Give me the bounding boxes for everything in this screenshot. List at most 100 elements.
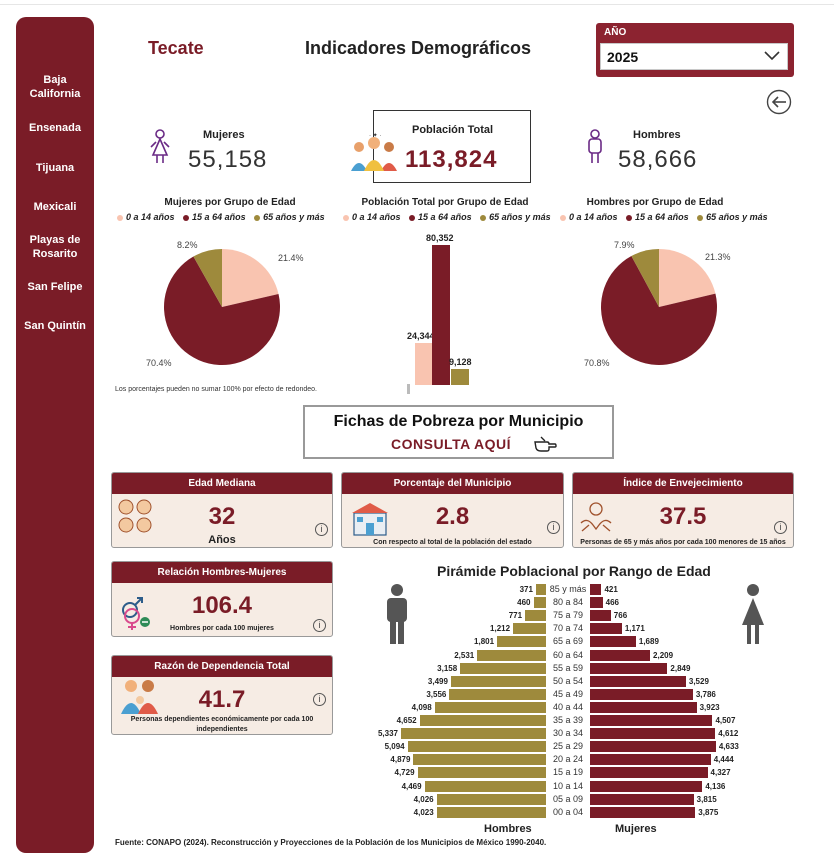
- fichas-cta: CONSULTA AQUÍ: [391, 436, 512, 452]
- pyramid-value-men: 4,023: [413, 807, 434, 817]
- info-icon[interactable]: i: [313, 693, 326, 706]
- pyramid-value-women: 3,815: [696, 794, 717, 804]
- sidebar-item-playas-de-rosarito[interactable]: Playas de Rosarito: [16, 233, 94, 261]
- pyramid-bar-men: [449, 688, 546, 700]
- back-arrow-icon[interactable]: [766, 89, 792, 115]
- pyramid-value-men: 5,337: [377, 729, 398, 739]
- pyramid-value-women: 4,633: [718, 742, 739, 752]
- pyramid-value-women: 3,923: [699, 702, 720, 712]
- sidebar-item-label: Ensenada: [29, 122, 81, 134]
- year-filter-label: AÑO: [604, 27, 627, 38]
- legend-item: 0 a 14 años: [352, 212, 401, 222]
- fichas-title: Fichas de Pobreza por Municipio: [333, 413, 584, 430]
- men-pct-15-64: 70.8%: [584, 358, 610, 368]
- sidebar-item-san-felipe[interactable]: San Felipe: [16, 280, 94, 294]
- legend-dot: [183, 214, 190, 221]
- info-icon[interactable]: i: [313, 619, 326, 632]
- aging-index-card: Índice de Envejecimiento 37.5 Personas d…: [572, 472, 794, 548]
- pyramid-bar-women: [590, 806, 696, 818]
- women-pie-slice-1: [164, 256, 280, 365]
- pyramid-value-men: 3,499: [427, 676, 448, 686]
- legend-item: 15 a 64 años: [418, 212, 472, 222]
- pyramid-value-women: 766: [613, 611, 628, 621]
- page-title: Indicadores Demográficos: [305, 38, 532, 58]
- pyramid-bar-men: [525, 610, 546, 622]
- women-pie-legend: 0 a 14 años 15 a 64 años 65 años y más: [117, 212, 325, 222]
- card-sub: Personas dependientes económicamente por…: [130, 716, 314, 733]
- women-pie-chart: [164, 249, 280, 365]
- pct-municipio-card: Porcentaje del Municipio 2.8 Con respect…: [341, 472, 564, 548]
- pyramid-bar-men: [436, 793, 546, 805]
- year-select-value: 2025: [607, 49, 639, 65]
- pyramid-title: Pirámide Poblacional por Rango de Edad: [437, 563, 711, 579]
- pyramid-value-men: 4,026: [413, 794, 434, 804]
- pyramid-bar-women: [590, 793, 694, 805]
- legend-item: 15 a 64 años: [192, 212, 246, 222]
- people-group-icon: · ✦ ·: [351, 132, 397, 171]
- fichas-pobreza-button[interactable]: Fichas de Pobreza por Municipio CONSULTA…: [303, 405, 614, 459]
- family-icon: [121, 680, 158, 714]
- card-value: 106.4: [191, 592, 253, 619]
- sidebar: Baja California Ensenada Tijuana Mexical…: [16, 17, 94, 853]
- chevron-down-icon: [764, 51, 780, 61]
- pyramid-age-label: 05 a 09: [552, 793, 584, 804]
- pyramid-bar-women: [590, 610, 611, 622]
- pyramid-value-men: 1,212: [490, 624, 511, 634]
- pyramid-bar-women: [590, 662, 668, 674]
- pyramid-age-label: 65 a 69: [552, 636, 584, 647]
- women-label: Mujeres: [203, 129, 245, 141]
- legend-dot: [409, 214, 416, 221]
- men-label: Hombres: [633, 129, 681, 141]
- pyramid-bar-women: [590, 767, 708, 779]
- women-pct-15-64: 70.4%: [146, 358, 172, 368]
- pyramid-bar-men: [434, 701, 546, 713]
- legend-item: 0 a 14 años: [126, 212, 175, 222]
- card-sub: Con respecto al total de la población de…: [373, 539, 532, 546]
- sidebar-item-ensenada[interactable]: Ensenada: [16, 121, 94, 135]
- pyramid-bar-men: [450, 675, 546, 687]
- pyramid-value-men: 4,098: [411, 702, 432, 712]
- pyramid-bar-women: [590, 741, 716, 753]
- info-icon[interactable]: i: [774, 521, 787, 534]
- women-pie-slice-0: [222, 249, 279, 307]
- sidebar-item-tijuana[interactable]: Tijuana: [16, 161, 94, 175]
- card-title: Razón de Dependencia Total: [112, 656, 332, 677]
- sidebar-item-label: San Felipe: [27, 281, 83, 293]
- svg-text:· ✦ ·: · ✦ ·: [369, 132, 381, 139]
- pyramid-value-men: 3,556: [426, 689, 447, 699]
- card-sub: Personas de 65 y más años por cada 100 m…: [580, 539, 786, 546]
- pyramid-value-men: 4,469: [401, 781, 422, 791]
- pyramid-age-label: 85 y más: [549, 584, 587, 594]
- pyramid-age-label: 75 a 79: [552, 610, 584, 621]
- total-bar-1: [432, 245, 450, 385]
- pyramid-bar-men: [424, 780, 546, 792]
- sidebar-item-mexicali[interactable]: Mexicali: [16, 200, 94, 214]
- pyramid-women-label: Mujeres: [615, 823, 657, 835]
- info-icon[interactable]: i: [547, 521, 560, 534]
- card-sub: Años: [208, 534, 236, 546]
- pyramid-age-label: 45 a 49: [552, 688, 584, 699]
- sidebar-item-san-quintin[interactable]: San Quintín: [16, 319, 94, 333]
- pyramid-bar-men: [419, 715, 546, 726]
- pyramid-bar-men: [401, 728, 546, 740]
- building-icon: [352, 503, 388, 536]
- legend-item: 65 años y más: [706, 212, 768, 222]
- pyramid-age-label: 60 a 64: [552, 649, 584, 660]
- year-select[interactable]: 2025: [600, 43, 788, 70]
- sidebar-item-baja-california[interactable]: Baja California: [16, 73, 94, 101]
- pyramid-bar-men: [535, 584, 546, 595]
- pyramid-age-label: 15 a 19: [552, 767, 584, 778]
- pyramid-value-women: 4,136: [705, 781, 726, 791]
- men-kpi: [572, 119, 724, 177]
- pyramid-value-women: 3,529: [688, 676, 709, 686]
- sex-ratio-card: Relación Hombres-Mujeres 106.4 Hombres p…: [111, 561, 333, 637]
- total-kpi: [373, 110, 531, 183]
- woman-silhouette-icon: [742, 584, 764, 644]
- info-icon[interactable]: i: [315, 523, 328, 536]
- elderly-care-icon: [580, 502, 612, 532]
- sidebar-item-label: Mexicali: [33, 201, 77, 213]
- faces-icon: [118, 499, 152, 533]
- pyramid-value-women: 1,689: [638, 637, 659, 647]
- men-pct-65: 7.9%: [614, 240, 635, 250]
- pyramid-value-women: 3,786: [695, 689, 716, 699]
